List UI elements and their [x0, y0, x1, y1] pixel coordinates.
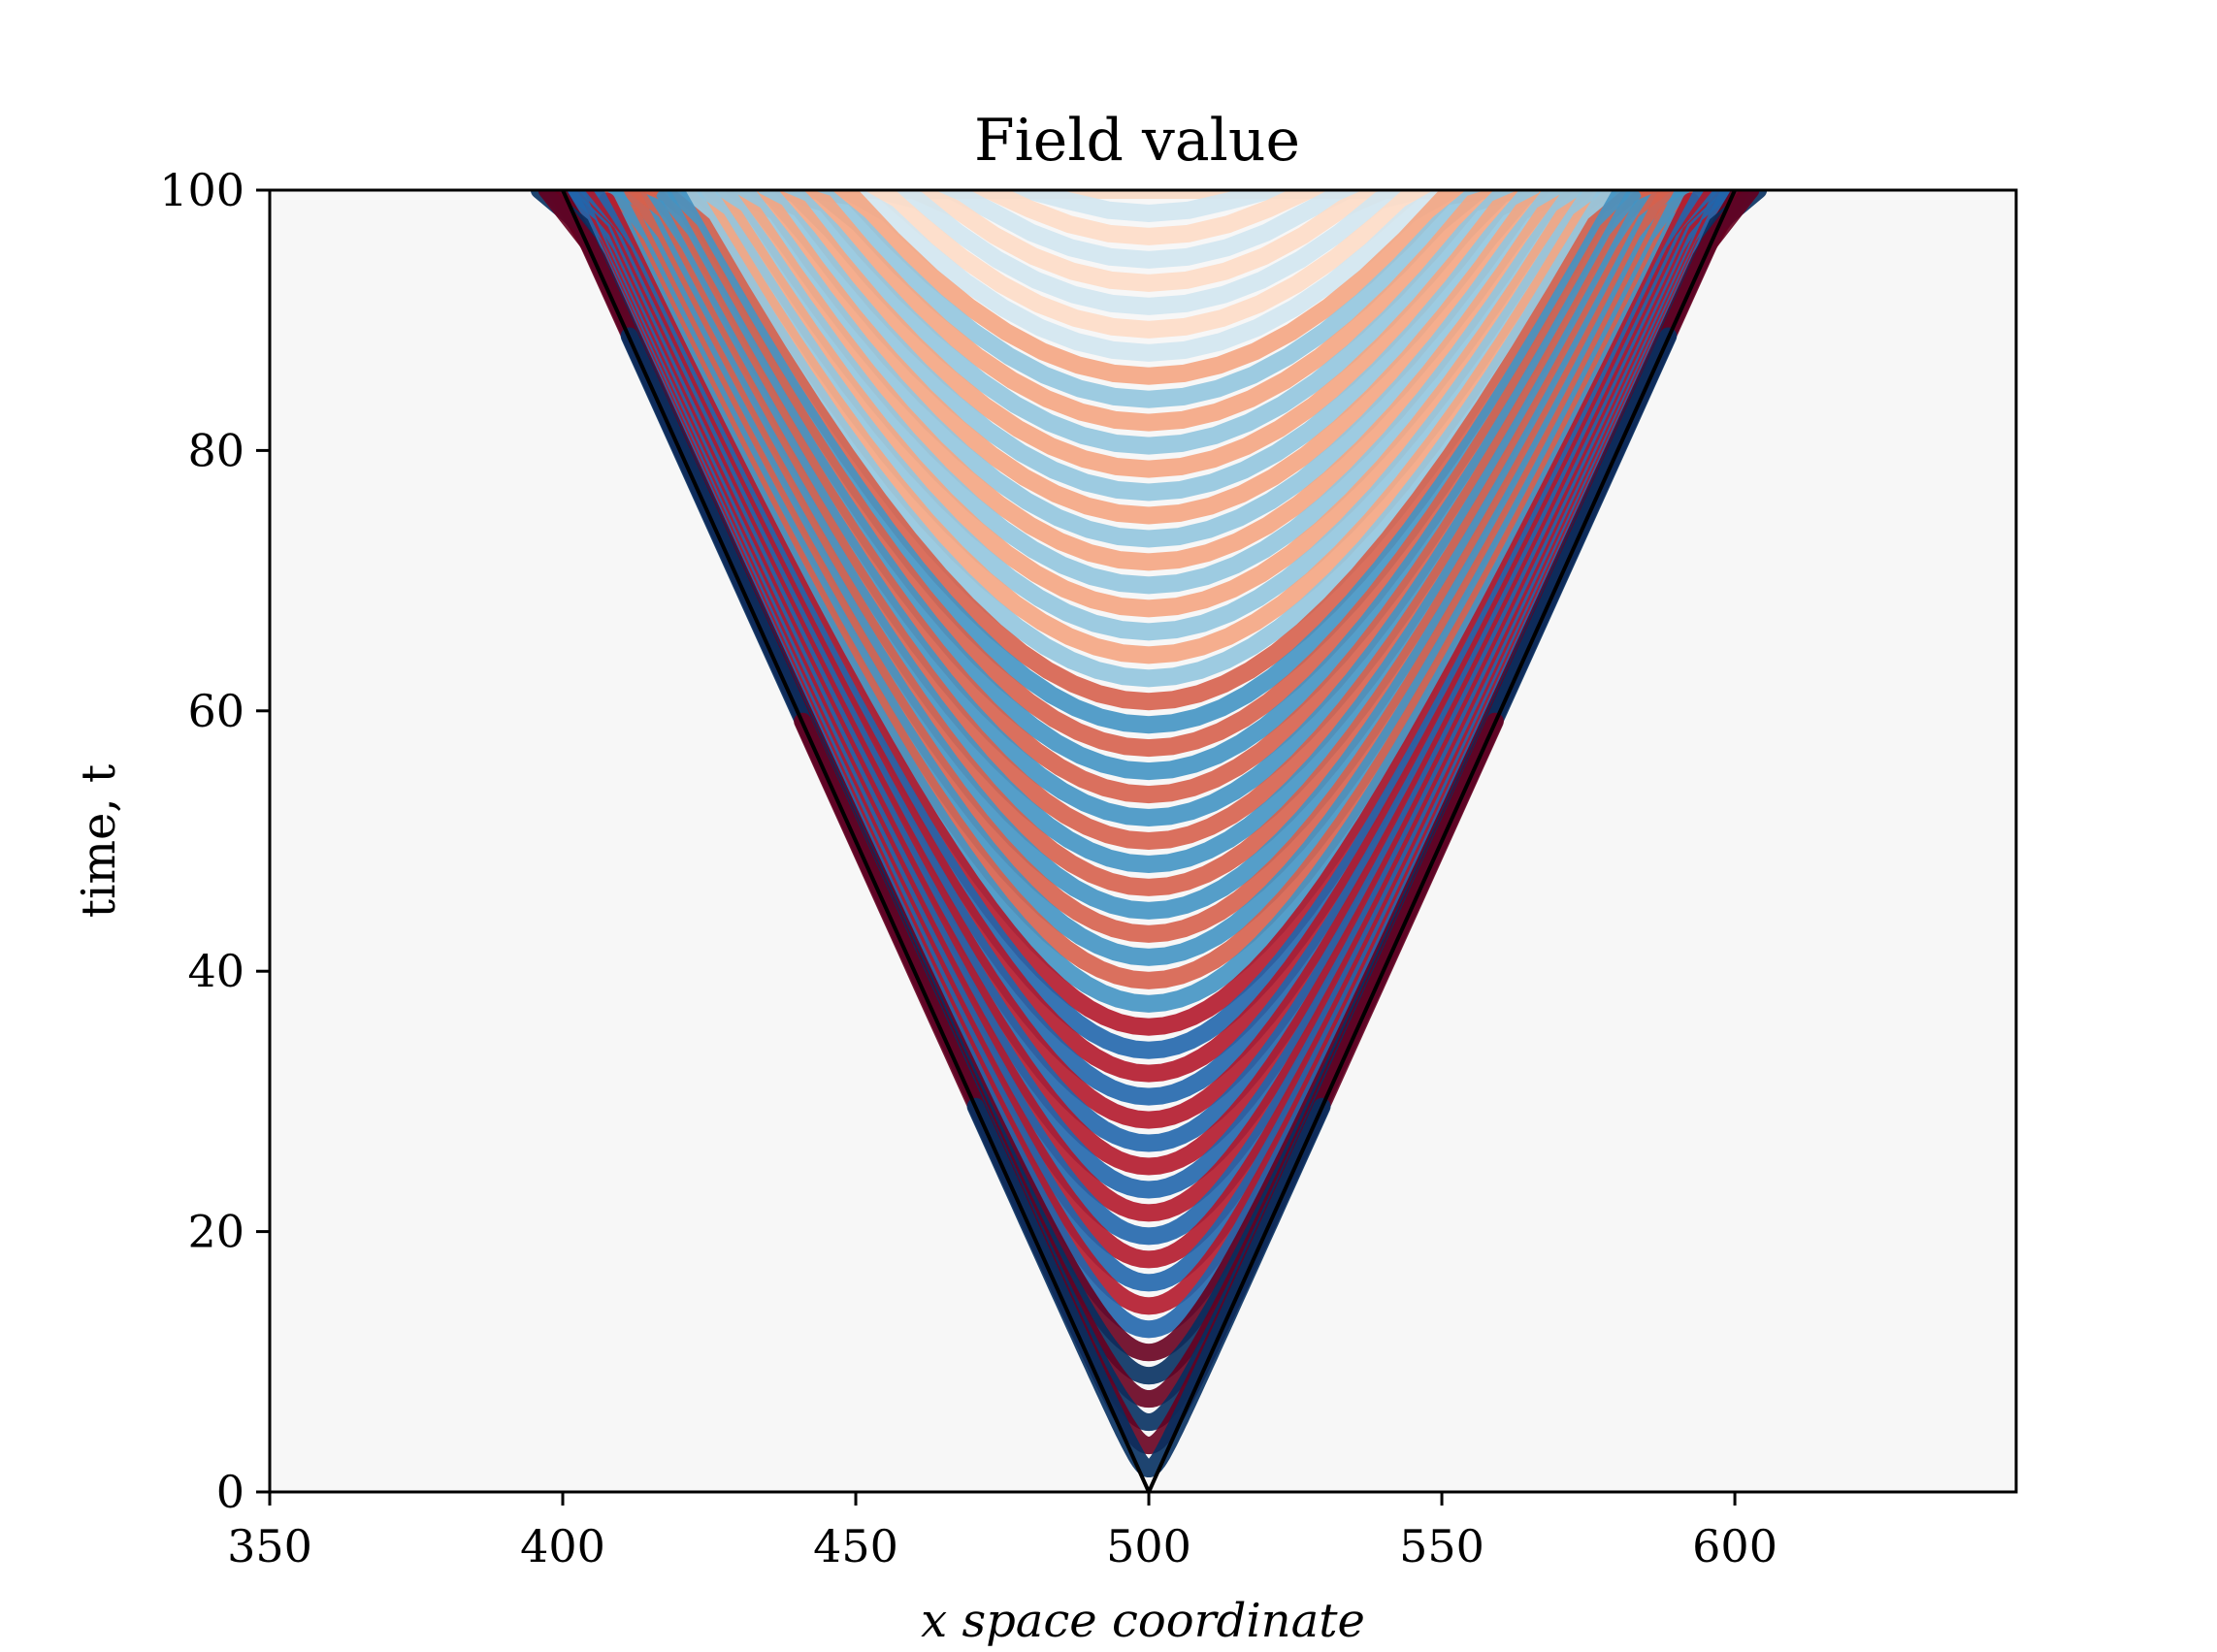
field-fringe: [668, 190, 1630, 664]
field-fringe: [656, 190, 1642, 781]
field-fringe: [652, 190, 1646, 711]
field-fringe: [667, 190, 1631, 734]
x-tick-label: 450: [813, 1520, 898, 1572]
x-tick-label: 500: [1106, 1520, 1191, 1572]
field-fringe: [831, 190, 1467, 339]
y-tick-label: 100: [159, 164, 245, 216]
light-cone-left-edge: [561, 189, 1151, 1493]
field-fringe: [934, 190, 1363, 223]
field-fringe: [758, 190, 1540, 502]
chart-title: Field value: [974, 107, 1300, 175]
x-tick-label: 550: [1399, 1520, 1484, 1572]
x-tick-label: 400: [520, 1520, 605, 1572]
field-fringe: [938, 190, 1360, 245]
plot-frame: [268, 188, 2018, 1494]
x-axis-ticks: 350 400 450 500 550 600: [227, 1492, 1777, 1572]
field-fringe: [774, 190, 1523, 432]
field-fringe: [782, 190, 1516, 455]
field-fringe: [867, 190, 1430, 315]
field-fringe: [899, 190, 1398, 269]
field-fringe: [749, 190, 1549, 478]
y-tick-label: 80: [187, 424, 245, 476]
field-fringe: [801, 190, 1496, 385]
field-fringe: [703, 190, 1594, 571]
field-fringe: [631, 190, 1667, 804]
field-fringe: [684, 190, 1614, 618]
field-fringe: [640, 190, 1657, 758]
field-fringe: [697, 190, 1601, 641]
field-fringe: [863, 190, 1435, 292]
y-tick-label: 0: [216, 1466, 245, 1518]
x-tick-label: 600: [1692, 1520, 1777, 1572]
field-fringe: [726, 190, 1572, 525]
field-fringe: [715, 190, 1582, 595]
field-fringe: [680, 190, 1617, 688]
field-fringe: [809, 190, 1488, 408]
heatmap-layer: [530, 190, 1768, 1477]
y-axis-label: time, t: [72, 764, 126, 918]
x-axis-label: x space coordinate: [921, 1594, 1365, 1648]
field-fringe: [735, 190, 1562, 548]
y-tick-label: 20: [187, 1206, 245, 1258]
x-tick-label: 350: [227, 1520, 312, 1572]
y-tick-label: 60: [187, 685, 245, 737]
field-fringe: [837, 190, 1460, 362]
light-cone-right-edge: [1147, 189, 1737, 1493]
y-tick-label: 40: [187, 945, 245, 997]
y-axis-ticks: 0 20 40 60 80 100: [159, 164, 270, 1518]
